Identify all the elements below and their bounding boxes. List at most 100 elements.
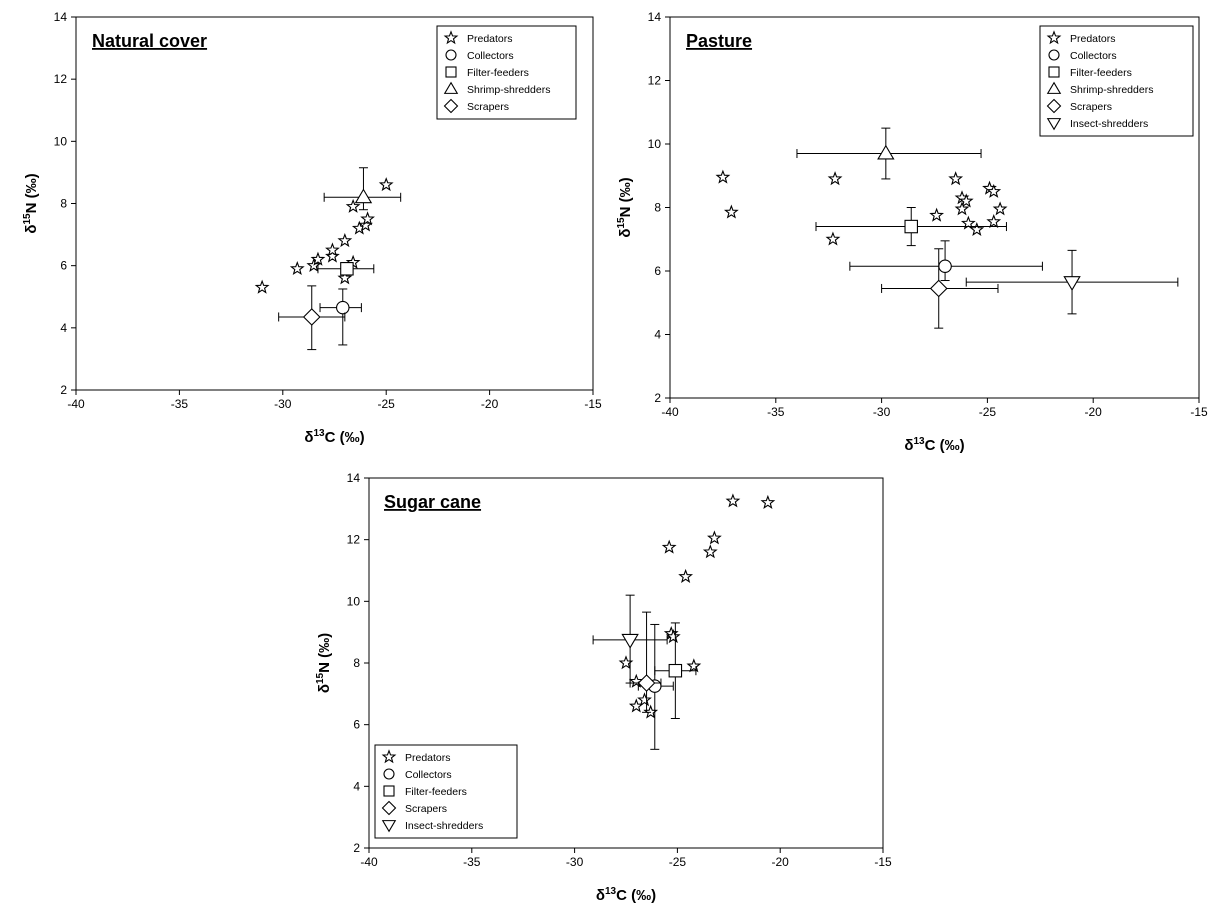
x-tick-label: -25 [378, 397, 396, 411]
data-point-predators [337, 270, 353, 285]
y-tick-label: 4 [654, 328, 661, 342]
series-predators [618, 493, 776, 719]
series-insect-shredders [592, 594, 668, 684]
legend-label: Predators [405, 752, 451, 764]
data-point-predators [825, 231, 841, 246]
data-point-predators [661, 539, 677, 554]
legend-label: Shrimp-shredders [1070, 84, 1153, 96]
y-tick-label: 8 [654, 201, 661, 215]
legend: Predators Collectors Filter-feeders Shrimp-… [436, 25, 577, 120]
x-tick-label: -30 [566, 855, 584, 869]
mean-marker-filter-feeders [904, 219, 918, 234]
legend-item-insect-shredders: Insect-shredders [1046, 118, 1148, 131]
data-point-predators [760, 494, 776, 509]
legend-marker [443, 30, 459, 45]
y-tick-label: 14 [648, 10, 662, 24]
x-tick-label: -20 [1085, 405, 1103, 419]
legend-item-collectors: Collectors [445, 49, 514, 62]
x-axis-label: δ13C (‰) [304, 428, 364, 446]
x-axis-label: δ13C (‰) [596, 886, 656, 904]
data-point-predators [715, 169, 731, 184]
legend-marker [381, 800, 397, 816]
legend-box [436, 25, 577, 120]
legend-marker [445, 66, 457, 78]
panel-natural-cover: -40 -35 -30 -25 -20 -15 2 4 6 8 10 12 14 δ13C (‰) δ15N… [22, 10, 602, 446]
legend-marker [443, 98, 459, 114]
x-tick-label: -40 [360, 855, 378, 869]
mean-marker-filter-feeders [668, 663, 683, 678]
series-predators [715, 169, 1008, 246]
legend-label: Predators [467, 33, 513, 45]
data-point-predators [678, 568, 694, 583]
legend-marker [383, 785, 395, 797]
data-point-predators [986, 214, 1002, 229]
x-tick-label: -20 [772, 855, 790, 869]
y-axis-label: δ15N (‰) [22, 173, 40, 233]
legend-marker [1048, 49, 1060, 61]
data-point-predators [310, 251, 326, 266]
data-point-predators [345, 198, 361, 213]
data-point-predators [707, 530, 722, 545]
legend-item-scrapers: Scrapers [381, 800, 447, 816]
mean-marker-collectors [336, 300, 350, 315]
data-point-predators [827, 171, 843, 186]
legend-item-filter-feeders: Filter-feeders [445, 66, 529, 79]
y-tick-label: 2 [60, 383, 67, 397]
data-point-predators [665, 629, 681, 644]
data-point-predators [723, 204, 739, 219]
legend-label: Filter-feeders [1070, 67, 1132, 79]
y-tick-label: 14 [347, 471, 361, 485]
legend-item-shrimp-shredders: Shrimp-shredders [1046, 81, 1153, 96]
mean-marker-shrimp-shredders [877, 144, 895, 160]
series-filter-feeders [815, 207, 1007, 247]
legend-item-predators: Predators [443, 30, 513, 45]
series-scrapers [881, 248, 999, 329]
data-point-predators [637, 692, 652, 707]
legend-item-filter-feeders: Filter-feeders [383, 785, 467, 798]
y-tick-label: 12 [347, 533, 361, 547]
mean-marker-collectors [938, 259, 952, 273]
series-filter-feeders [317, 262, 375, 276]
x-tick-label: -20 [481, 397, 499, 411]
x-tick-label: -40 [661, 405, 679, 419]
data-point-predators [337, 233, 353, 248]
series-shrimp-shredders [796, 127, 982, 180]
legend-marker [1046, 98, 1062, 114]
x-tick-label: -15 [584, 397, 602, 411]
legend-marker [1046, 81, 1062, 94]
legend-item-scrapers: Scrapers [443, 98, 509, 114]
x-tick-label: -25 [669, 855, 687, 869]
mean-marker-insect-shredders [1063, 276, 1081, 291]
data-point-predators [378, 177, 394, 192]
legend-label: Scrapers [1070, 101, 1112, 113]
y-tick-label: 4 [353, 779, 360, 793]
y-axis-label: δ15N (‰) [616, 177, 634, 237]
legend-box [374, 744, 518, 839]
y-tick-label: 10 [54, 134, 68, 148]
legend-marker [1048, 66, 1060, 78]
legend-item-predators: Predators [381, 749, 451, 764]
x-tick-label: -15 [874, 855, 892, 869]
data-point-predators [986, 183, 1002, 198]
legend-label: Collectors [467, 50, 514, 62]
panel-pasture: -40 -35 -30 -25 -20 -15 2 4 6 8 10 12 14 δ13C (‰) δ15N… [616, 10, 1208, 454]
panel-sugar-cane: -40 -35 -30 -25 -20 -15 2 4 6 8 10 12 14 δ13C (‰) δ15N… [315, 471, 892, 904]
y-tick-label: 2 [654, 391, 661, 405]
x-tick-label: -35 [171, 397, 189, 411]
data-point-predators [960, 215, 976, 230]
data-point-predators [958, 193, 974, 208]
y-tick-label: 10 [347, 594, 361, 608]
panel-title: Natural cover [92, 31, 207, 51]
panel-title: Sugar cane [384, 492, 481, 512]
y-tick-label: 10 [648, 137, 662, 151]
x-tick-label: -40 [67, 397, 85, 411]
legend-label: Filter-feeders [467, 67, 529, 79]
legend-item-collectors: Collectors [383, 768, 452, 781]
legend-box [1039, 25, 1194, 137]
legend-item-insect-shredders: Insect-shredders [381, 820, 483, 833]
x-tick-label: -30 [274, 397, 292, 411]
y-tick-label: 4 [60, 321, 67, 335]
mean-marker-shrimp-shredders [354, 188, 373, 204]
legend: Predators Collectors Filter-feeders Shrimp-… [1039, 25, 1194, 137]
series-shrimp-shredders [323, 167, 402, 211]
